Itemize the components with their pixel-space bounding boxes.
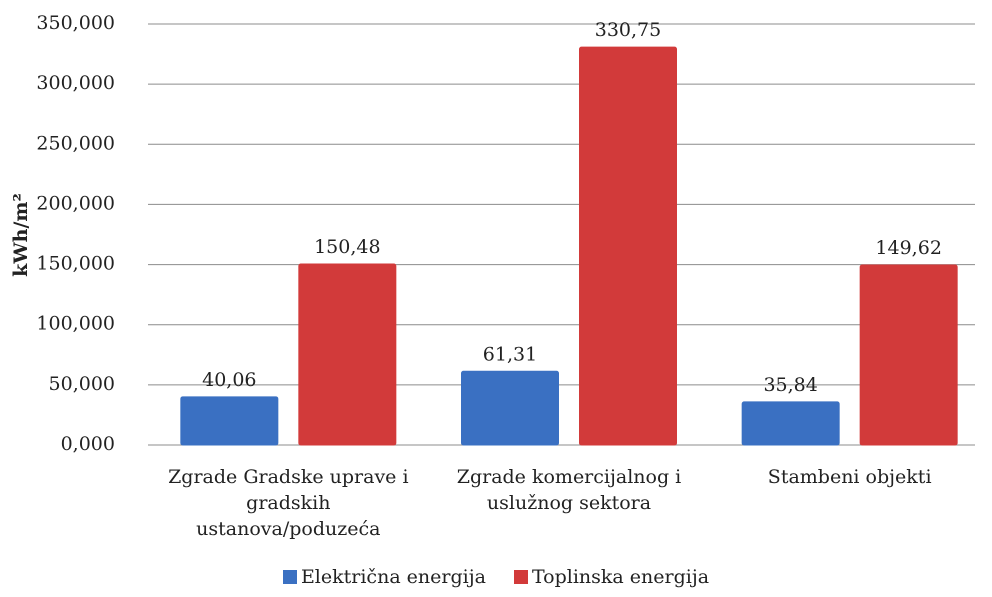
value-label: 330,75 <box>595 19 661 41</box>
y-tick-label: 250,000 <box>36 132 115 154</box>
value-label: 149,62 <box>875 237 941 259</box>
y-tick-label: 100,000 <box>36 313 115 335</box>
y-tick-label: 300,000 <box>36 72 115 94</box>
x-tick-label: Stambeni objekti <box>767 466 932 488</box>
legend: Električna energija Toplinska energija <box>0 566 992 588</box>
bar <box>298 263 397 446</box>
legend-swatch <box>282 570 297 584</box>
x-tick-label: Zgrade Gradske uprave i gradskih ustanov… <box>168 466 409 540</box>
y-axis-label: kWh/m² <box>10 193 32 277</box>
y-tick-label: 350,000 <box>36 12 115 34</box>
legend-item: Električna energija <box>282 566 486 588</box>
y-tick-label: 50,000 <box>49 373 115 395</box>
value-label: 40,06 <box>202 369 256 391</box>
bar <box>579 46 677 446</box>
y-tick-label: 0,000 <box>61 433 115 455</box>
bar <box>859 264 958 446</box>
value-label: 35,84 <box>763 374 817 396</box>
legend-label: Toplinska energija <box>531 566 710 588</box>
bar <box>180 396 279 446</box>
legend-label: Električna energija <box>300 566 486 588</box>
y-tick-label: 200,000 <box>36 192 115 214</box>
legend-swatch <box>513 570 528 584</box>
bar <box>461 370 559 446</box>
y-tick-label: 150,000 <box>36 253 115 275</box>
value-label: 61,31 <box>483 343 537 365</box>
legend-item: Toplinska energija <box>513 566 710 588</box>
value-label: 150,48 <box>314 236 380 258</box>
bar <box>741 401 840 446</box>
x-tick-label: Zgrade komercijalnog i uslužnog sektora <box>456 466 682 514</box>
